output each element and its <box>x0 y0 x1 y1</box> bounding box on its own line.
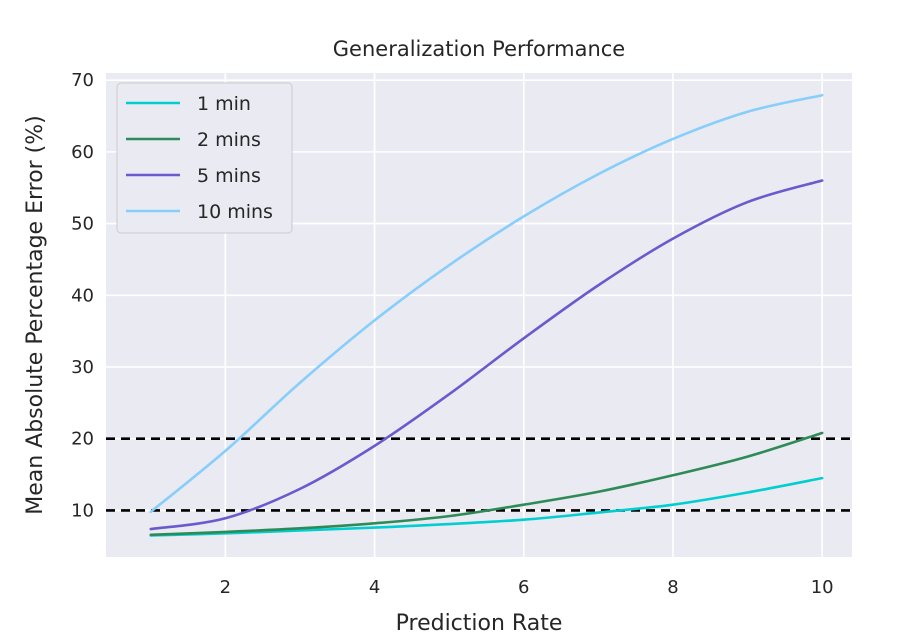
x-tick-label: 2 <box>220 577 231 598</box>
y-tick-label: 50 <box>71 214 94 235</box>
series-lines <box>149 93 824 537</box>
x-axis-label: Prediction Rate <box>396 611 563 636</box>
y-tick-label: 70 <box>71 70 94 91</box>
chart-title: Generalization Performance <box>333 37 625 61</box>
legend-label: 2 mins <box>197 129 261 151</box>
y-axis-label: Mean Absolute Percentage Error (%) <box>23 115 48 515</box>
legend-label: 1 min <box>197 93 251 115</box>
series-line-10-mins <box>149 93 824 514</box>
y-tick-label: 30 <box>71 357 94 378</box>
x-tick-label: 10 <box>811 577 834 598</box>
legend-label: 5 mins <box>197 165 261 187</box>
x-tick-label: 4 <box>369 577 380 598</box>
legend-label: 10 mins <box>197 201 273 223</box>
legend-box <box>116 82 293 234</box>
y-tick-label: 60 <box>71 142 94 163</box>
x-tick-label: 8 <box>667 577 678 598</box>
series-line-2-mins <box>149 431 824 537</box>
tick-labels: 2 4 6 8 10 10 20 30 40 50 60 70 <box>71 70 834 598</box>
series-line-1-min <box>149 476 824 537</box>
y-tick-label: 10 <box>71 500 94 521</box>
x-tick-label: 6 <box>518 577 529 598</box>
y-tick-label: 40 <box>71 285 94 306</box>
reference-lines <box>106 437 852 512</box>
y-tick-label: 20 <box>71 429 94 450</box>
grid-lines <box>106 73 852 557</box>
legend: 1 min 2 mins 5 mins 10 mins <box>116 82 293 234</box>
series-line-5-mins <box>149 179 824 531</box>
